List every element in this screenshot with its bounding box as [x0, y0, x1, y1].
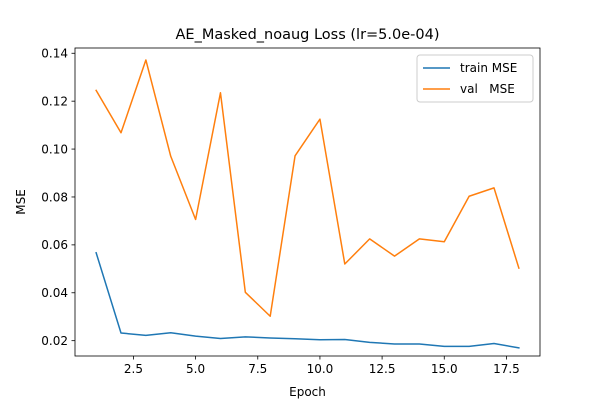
chart-title: AE_Masked_noaug Loss (lr=5.0e-04) [175, 27, 439, 43]
series-line-val [95, 59, 520, 317]
x-tick-label: 7.5 [248, 362, 267, 376]
x-tick-label: 15.0 [431, 362, 458, 376]
legend-label-val: val MSE [460, 82, 515, 96]
legend-box [416, 54, 534, 103]
y-tick-label: 0.10 [41, 142, 68, 156]
x-tick-label: 2.5 [124, 362, 143, 376]
y-tick-label: 0.06 [41, 238, 68, 252]
y-axis-label: MSE [14, 189, 28, 215]
y-tick-label: 0.04 [41, 286, 68, 300]
legend-label-train: train MSE [460, 61, 517, 75]
y-tick-label: 0.14 [41, 47, 68, 61]
series-line-train [95, 251, 520, 349]
x-tick-label: 5.0 [186, 362, 205, 376]
x-tick-label: 17.5 [493, 362, 520, 376]
legend: train MSE val MSE [416, 54, 534, 103]
y-tick-label: 0.02 [41, 334, 68, 348]
x-axis-ticks: 2.5 5.0 7.5 10.0 12.5 15.0 17.5 [124, 356, 520, 376]
y-axis-ticks: 0.02 0.04 0.06 0.08 0.10 0.12 0.14 [41, 47, 75, 348]
x-tick-label: 12.5 [369, 362, 396, 376]
x-tick-label: 10.0 [307, 362, 334, 376]
y-tick-label: 0.08 [41, 190, 68, 204]
plot-frame [74, 47, 541, 357]
series-layer [95, 59, 520, 349]
y-tick-label: 0.12 [41, 94, 68, 108]
x-axis-label: Epoch [289, 385, 326, 399]
